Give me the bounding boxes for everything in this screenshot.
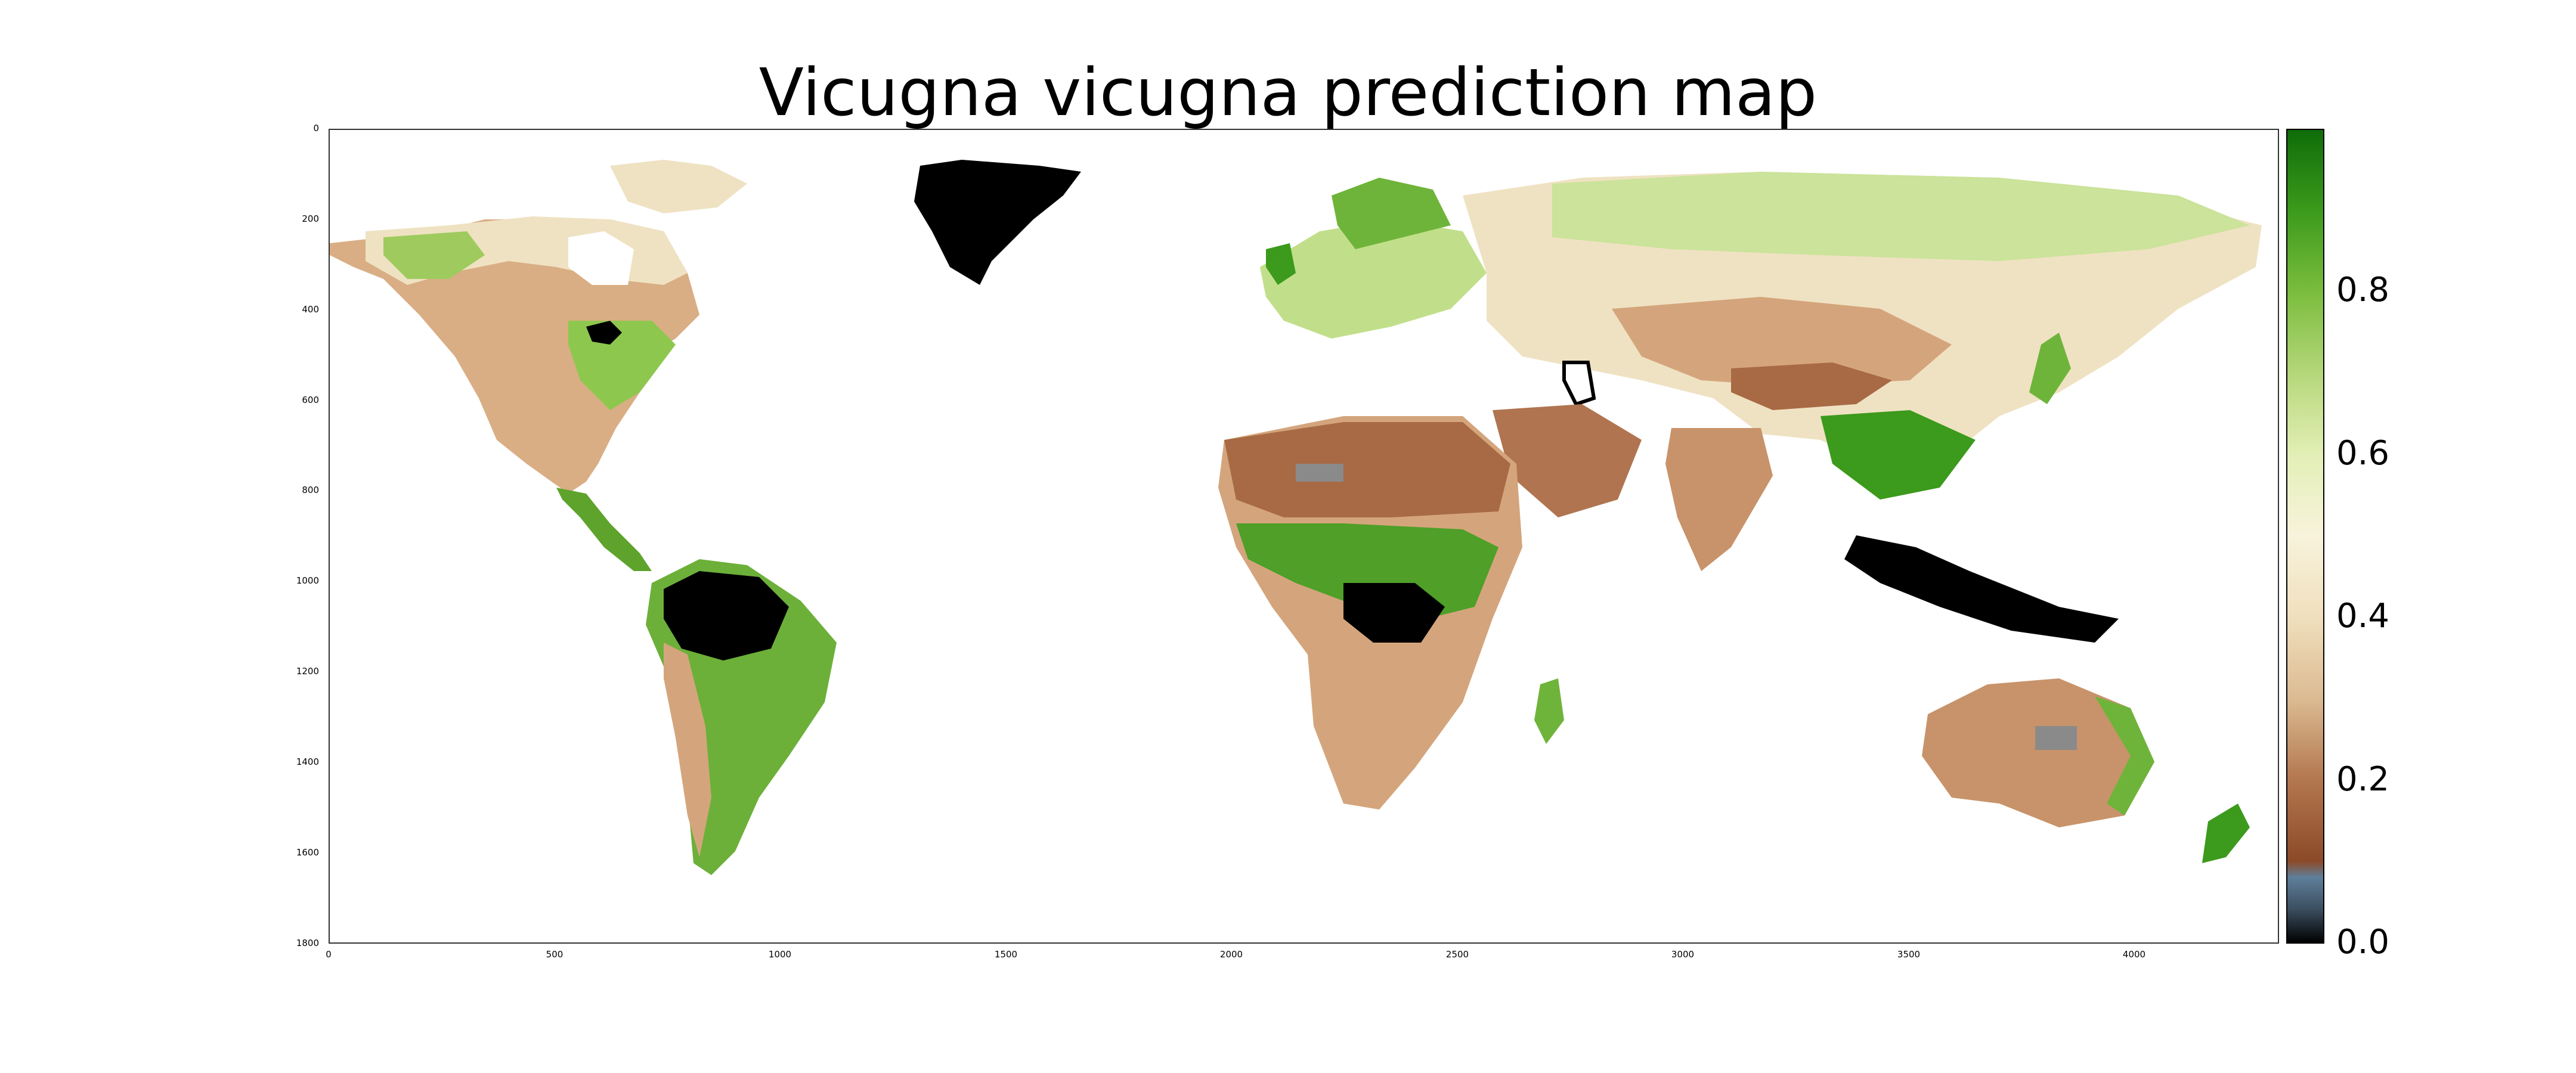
great-lakes xyxy=(586,321,622,345)
greenland-region xyxy=(914,160,1081,285)
colorbar-tick-label: 0.0 xyxy=(2336,923,2390,962)
x-tick-label: 2000 xyxy=(1219,949,1243,960)
maritime-asia-black xyxy=(1844,535,2119,643)
x-tick-label: 1500 xyxy=(994,949,1018,960)
x-tick-label: 4000 xyxy=(2122,949,2146,960)
x-tick-label: 1000 xyxy=(768,949,792,960)
y-tick-label: 600 xyxy=(302,395,319,405)
x-tick-label: 500 xyxy=(546,949,564,960)
tibet-plateau xyxy=(1731,362,1892,410)
y-tick-label: 400 xyxy=(302,304,319,315)
sahara-grey-patch xyxy=(1296,464,1343,482)
andes-dry xyxy=(664,643,711,857)
australia-grey-patch xyxy=(2035,726,2077,750)
hudson-bay xyxy=(568,231,634,285)
north-america-region xyxy=(330,219,699,494)
southeast-asia-green xyxy=(1820,410,1976,500)
central-asia-dry xyxy=(1612,297,1952,386)
sahara-desert xyxy=(1224,422,1510,517)
australia-region xyxy=(1922,678,2154,827)
amazon-black xyxy=(664,571,789,660)
siberia-green xyxy=(1552,172,2250,261)
north-america-green-east xyxy=(568,321,676,410)
y-tick-label: 800 xyxy=(302,485,319,495)
north-america-green-west xyxy=(383,231,485,279)
y-tick-label: 1800 xyxy=(296,938,319,948)
x-tick-label: 3500 xyxy=(1897,949,1921,960)
y-tick-label: 1200 xyxy=(296,666,319,677)
map-plot-area xyxy=(329,129,2279,944)
congo-black xyxy=(1343,583,1445,643)
y-tick-label: 1400 xyxy=(296,756,319,767)
y-tick-label: 1000 xyxy=(296,575,319,586)
scandinavia xyxy=(1332,178,1451,249)
japan xyxy=(2029,333,2071,404)
world-map-svg xyxy=(330,160,2262,875)
x-tick-label: 2500 xyxy=(1445,949,1469,960)
arabia-region xyxy=(1493,404,1642,517)
madagascar xyxy=(1534,678,1564,744)
central-america-region xyxy=(556,488,652,571)
india-region xyxy=(1665,428,1773,571)
british-isles xyxy=(1266,243,1296,285)
colorbar xyxy=(2286,129,2324,944)
y-tick-label: 1600 xyxy=(296,847,319,858)
arctic-islands xyxy=(610,160,747,213)
australia-coast-green xyxy=(2095,696,2154,815)
x-tick-label: 0 xyxy=(326,949,332,960)
y-tick-label: 0 xyxy=(313,123,319,134)
europe-region xyxy=(1260,219,1487,339)
colorbar-tick-label: 0.8 xyxy=(2336,271,2390,309)
colorbar-tick-label: 0.2 xyxy=(2336,760,2390,799)
map-title: Vicugna vicugna prediction map xyxy=(758,54,1818,131)
y-tick-label: 200 xyxy=(302,213,319,224)
colorbar-tick-label: 0.4 xyxy=(2336,597,2390,635)
new-zealand xyxy=(2202,804,2250,863)
x-tick-label: 3000 xyxy=(1671,949,1695,960)
caspian-outline xyxy=(1562,361,1596,407)
colorbar-tick-label: 0.6 xyxy=(2336,434,2390,473)
